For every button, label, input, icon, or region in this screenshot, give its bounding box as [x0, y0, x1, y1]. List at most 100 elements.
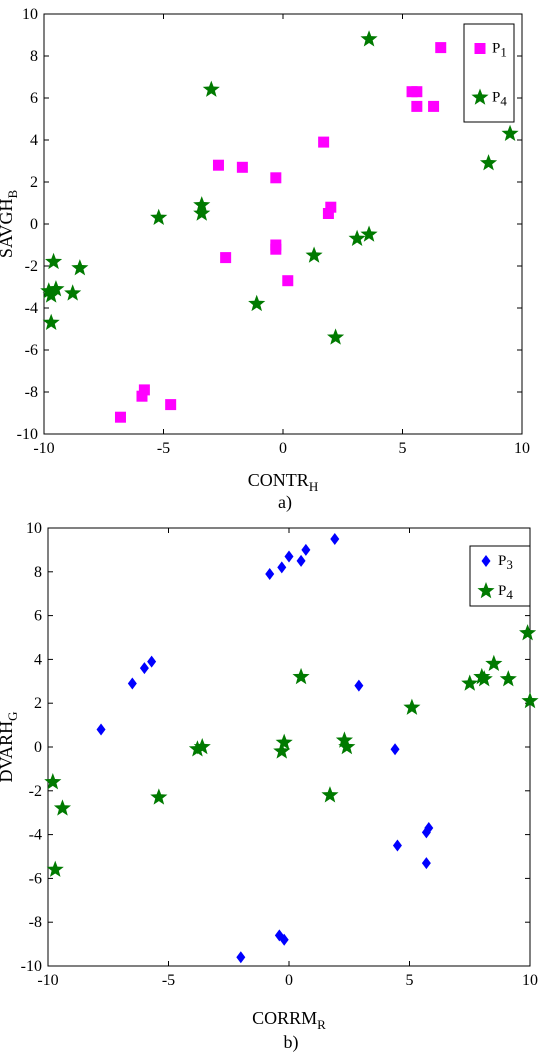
data-point: [64, 284, 82, 301]
series-p4: [40, 30, 519, 345]
y-tick-label: 8: [30, 48, 38, 65]
legend-label: P4: [492, 90, 507, 109]
x-tick-label: 10: [522, 972, 538, 989]
data-point: [96, 723, 106, 736]
data-point: [193, 196, 211, 213]
data-point: [325, 201, 337, 213]
data-point: [348, 229, 366, 246]
legend-label: P1: [492, 41, 507, 60]
data-point: [435, 42, 447, 54]
legend-marker: [474, 43, 486, 54]
y-tick-label: 6: [30, 90, 38, 107]
y-tick-label: -4: [25, 300, 38, 317]
data-point: [114, 411, 126, 423]
data-point: [284, 550, 294, 563]
y-tick-label: -6: [25, 342, 38, 359]
data-point: [45, 252, 63, 270]
y-tick-label: 0: [30, 216, 38, 233]
legend-box: [469, 545, 531, 607]
data-point: [40, 282, 58, 299]
data-point: [479, 154, 498, 171]
plot-frame: [43, 13, 523, 435]
legend-box: [463, 23, 515, 123]
data-point: [360, 225, 378, 242]
y-axis-title: DVARHG: [0, 711, 20, 782]
data-point: [147, 655, 157, 668]
data-point: [485, 654, 503, 672]
data-point: [461, 674, 479, 691]
data-point: [296, 554, 306, 567]
data-point: [305, 246, 323, 263]
y-tick-label: -10: [21, 958, 42, 975]
data-point: [322, 208, 334, 219]
x-tick-label: 5: [399, 440, 407, 457]
y-tick-label: -8: [25, 384, 38, 401]
x-tick-label: 0: [285, 972, 293, 989]
data-point: [519, 624, 537, 641]
data-point: [411, 86, 423, 98]
data-point: [301, 543, 311, 556]
y-tick-label: 6: [34, 608, 42, 625]
y-tick-label: 8: [34, 564, 42, 581]
x-axis-title: CORRMR: [252, 1008, 326, 1032]
data-point: [165, 399, 177, 411]
data-point: [193, 204, 211, 221]
data-point: [202, 80, 220, 97]
data-point: [282, 275, 294, 287]
y-tick-label: 4: [34, 651, 42, 668]
data-point: [138, 384, 150, 396]
data-point: [220, 252, 232, 264]
legend-marker: [471, 88, 489, 105]
data-point: [136, 390, 148, 402]
data-point: [475, 670, 493, 687]
data-point: [44, 773, 62, 790]
data-point: [71, 259, 89, 276]
data-point: [292, 667, 310, 685]
data-point: [403, 698, 421, 715]
legend-label: P3: [498, 553, 513, 572]
series-p1: [114, 42, 447, 423]
legend: P1 P4: [463, 23, 515, 123]
plot-frame: [47, 527, 531, 967]
data-point: [47, 280, 65, 297]
y-tick-label: 2: [30, 174, 38, 191]
data-point: [327, 328, 345, 345]
data-point: [277, 561, 287, 574]
data-point: [354, 679, 364, 692]
data-point: [139, 662, 149, 675]
y-axis-title: SAVGHB: [0, 189, 20, 258]
y-tick-label: -2: [29, 783, 42, 800]
panel-caption: a): [278, 492, 292, 513]
data-point: [270, 172, 282, 184]
y-tick-label: 4: [30, 132, 38, 149]
data-point: [330, 532, 340, 545]
data-point: [279, 933, 289, 946]
y-tick-label: 10: [22, 6, 38, 23]
x-tick-label: -5: [157, 440, 170, 457]
data-point: [338, 738, 356, 755]
data-point: [421, 857, 431, 870]
y-tick-label: 2: [34, 695, 42, 712]
data-point: [127, 677, 137, 690]
x-tick-label: -5: [162, 972, 175, 989]
x-tick-label: 5: [406, 972, 414, 989]
y-tick-label: -6: [29, 870, 42, 887]
x-tick-label: -10: [33, 440, 54, 457]
y-tick-label: -10: [17, 426, 38, 443]
data-point: [150, 788, 168, 805]
series-p4: [44, 624, 539, 877]
data-point: [390, 743, 400, 756]
data-point: [265, 567, 275, 580]
y-tick-label: 0: [34, 739, 42, 756]
data-point: [270, 243, 282, 255]
x-tick-label: 0: [279, 440, 287, 457]
x-axis-title: CONTRH: [248, 470, 318, 494]
data-point: [335, 731, 353, 748]
data-point: [501, 124, 519, 141]
data-point: [321, 786, 339, 803]
data-point: [236, 951, 246, 964]
y-tick-label: -2: [25, 258, 38, 275]
data-point: [411, 100, 423, 112]
legend: P3 P4: [469, 545, 531, 607]
